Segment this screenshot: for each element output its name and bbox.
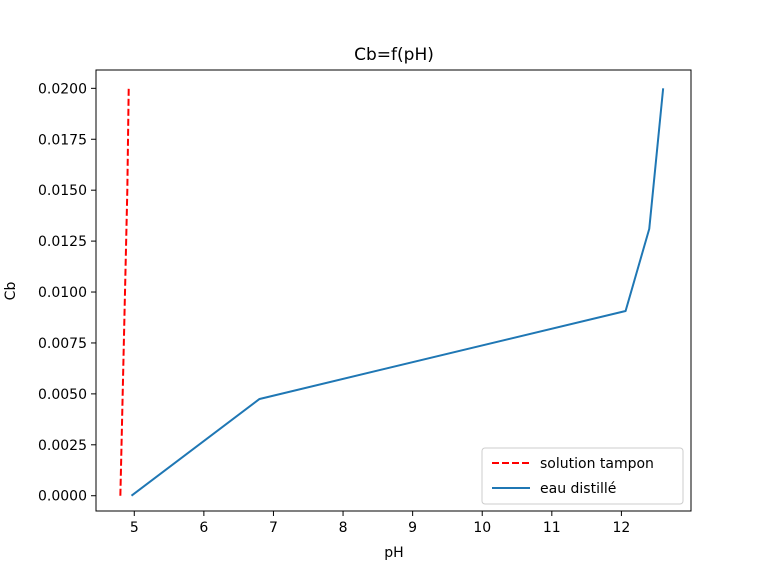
x-tick-label: 9 [408, 520, 417, 536]
y-tick-label: 0.0000 [38, 489, 87, 505]
y-tick-label: 0.0200 [38, 81, 87, 97]
y-tick-label: 0.0100 [38, 285, 87, 301]
plot-area [119, 88, 665, 497]
x-tick-label: 7 [269, 520, 278, 536]
x-tick-label: 5 [130, 520, 139, 536]
x-axis: 5 6 7 8 9 10 11 12 [130, 511, 630, 536]
y-axis-label: Cb [3, 282, 19, 301]
series-line-solution-tampon [119, 88, 130, 496]
chart-title: Cb=f(pH) [354, 45, 434, 65]
x-tick-label: 6 [199, 520, 208, 536]
x-tick-label: 10 [473, 520, 491, 536]
y-tick-label: 0.0150 [38, 183, 87, 199]
legend-label-eau-distille: eau distillé [540, 481, 616, 497]
legend: solution tampon eau distillé [481, 447, 684, 505]
legend-box [481, 447, 684, 505]
plot-frame [95, 69, 692, 512]
y-tick-label: 0.0075 [38, 336, 87, 352]
y-axis: 0.0000 0.0025 0.0050 0.0075 0.0100 0.0125 0.01… [38, 81, 96, 505]
x-tick-label: 11 [543, 520, 561, 536]
y-tick-label: 0.0050 [38, 387, 87, 403]
x-tick-label: 12 [612, 520, 630, 536]
legend-label-solution-tampon: solution tampon [540, 456, 654, 472]
y-tick-label: 0.0175 [38, 132, 87, 148]
x-axis-label: pH [384, 545, 403, 561]
y-tick-label: 0.0025 [38, 438, 87, 454]
y-tick-label: 0.0125 [38, 234, 87, 250]
x-tick-label: 8 [339, 520, 348, 536]
series-line-eau-distille [130, 88, 665, 497]
